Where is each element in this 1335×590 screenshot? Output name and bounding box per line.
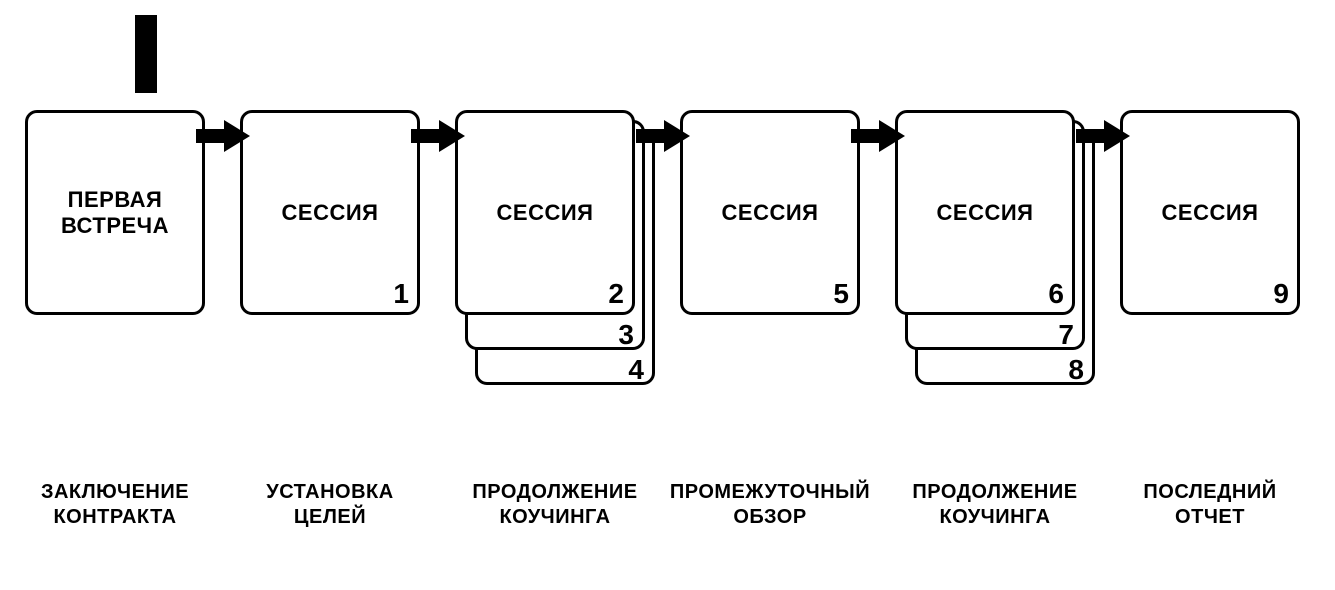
caption-line: КОУЧИНГА [455,505,655,530]
coaching-flow-diagram: 4387 ПЕРВАЯВСТРЕЧАСЕССИЯ1СЕССИЯ2СЕССИЯ5С… [0,0,1335,590]
card-label: ПЕРВАЯВСТРЕЧА [28,187,202,239]
card-label: СЕССИЯ [458,200,632,226]
session-card: СЕССИЯ 2 [455,110,635,315]
arrow-right-icon [851,118,905,159]
card-number: 2 [608,278,624,310]
card-number: 1 [393,278,409,310]
card-label: СЕССИЯ [683,200,857,226]
card-number: 7 [1058,319,1074,351]
caption-line: ЦЕЛЕЙ [240,505,420,530]
card-number: 5 [833,278,849,310]
session-card: СЕССИЯ 6 [895,110,1075,315]
session-card: СЕССИЯ 9 [1120,110,1300,315]
caption-line: ПРОМЕЖУТОЧНЫЙ [660,480,880,505]
card-number: 4 [628,354,644,386]
card-number: 9 [1273,278,1289,310]
caption-line: УСТАНОВКА [240,480,420,505]
caption-line: ОБЗОР [660,505,880,530]
arrow-right-icon [636,118,690,159]
caption-line: ПРОДОЛЖЕНИЕ [455,480,655,505]
stage-caption: ПРОДОЛЖЕНИЕКОУЧИНГА [455,480,655,530]
caption-line: ОТЧЕТ [1120,505,1300,530]
card-label: СЕССИЯ [898,200,1072,226]
card-number: 8 [1068,354,1084,386]
caption-line: КОНТРАКТА [25,505,205,530]
session-card: ПЕРВАЯВСТРЕЧА [25,110,205,315]
card-label: СЕССИЯ [243,200,417,226]
caption-line: ПРОДОЛЖЕНИЕ [895,480,1095,505]
caption-line: ПОСЛЕДНИЙ [1120,480,1300,505]
top-marker [135,15,157,93]
caption-line: ЗАКЛЮЧЕНИЕ [25,480,205,505]
arrow-right-icon [196,118,250,159]
stage-caption: ПОСЛЕДНИЙОТЧЕТ [1120,480,1300,530]
session-card: СЕССИЯ 1 [240,110,420,315]
stage-caption: ЗАКЛЮЧЕНИЕКОНТРАКТА [25,480,205,530]
card-number: 3 [618,319,634,351]
caption-line: КОУЧИНГА [895,505,1095,530]
card-label: СЕССИЯ [1123,200,1297,226]
card-number: 6 [1048,278,1064,310]
session-card: СЕССИЯ 5 [680,110,860,315]
arrow-right-icon [1076,118,1130,159]
stage-caption: УСТАНОВКАЦЕЛЕЙ [240,480,420,530]
arrow-right-icon [411,118,465,159]
stage-caption: ПРОМЕЖУТОЧНЫЙОБЗОР [660,480,880,530]
stage-caption: ПРОДОЛЖЕНИЕКОУЧИНГА [895,480,1095,530]
